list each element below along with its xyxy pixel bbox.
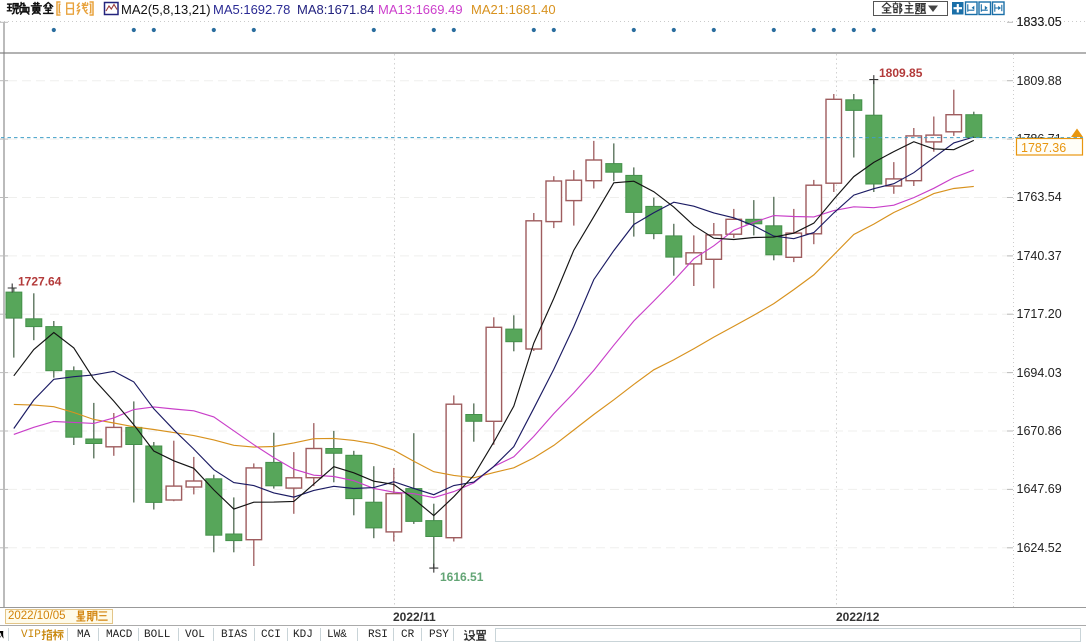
svg-text:1616.51: 1616.51 [440, 570, 484, 584]
svg-text:1809.85: 1809.85 [879, 66, 923, 80]
svg-text:1727.64: 1727.64 [18, 275, 62, 289]
